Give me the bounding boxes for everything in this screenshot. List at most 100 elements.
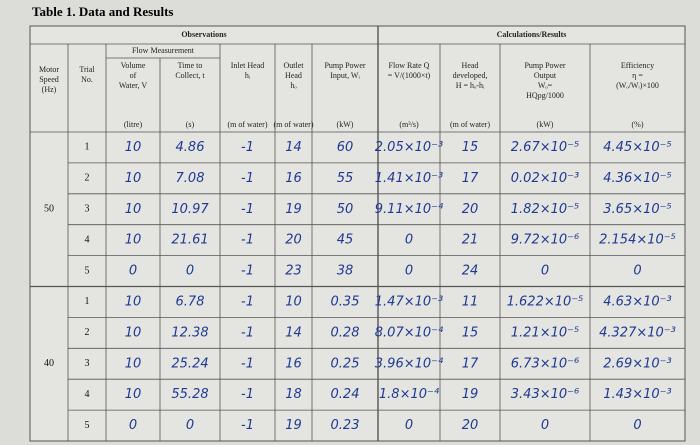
cell-value: 12.38 (171, 325, 208, 340)
column-header: Water, V (119, 81, 147, 90)
cell-value: 10 (125, 140, 142, 155)
cell-value: 2.05×10⁻³ (375, 140, 443, 155)
column-header: (Hz) (42, 85, 57, 94)
column-header: Time to (178, 61, 203, 70)
motor-speed: 50 (44, 204, 54, 215)
cell-value: -1 (241, 387, 254, 402)
column-header: Speed (39, 75, 59, 84)
cell-value: 1.47×10⁻³ (375, 294, 443, 309)
column-header: No. (81, 75, 93, 84)
column-header: of (130, 71, 137, 80)
cell-value: 17 (462, 171, 479, 186)
cell-value: 0 (129, 264, 137, 279)
cell-value: 4.327×10⁻³ (599, 325, 676, 340)
column-header: Inlet Head (231, 61, 265, 70)
cell-value: -1 (241, 325, 254, 340)
trial-number: 2 (85, 327, 90, 338)
cell-value: 4.36×10⁻⁵ (603, 171, 671, 186)
column-header: Efficiency (621, 61, 654, 70)
cell-value: 8.07×10⁻⁴ (375, 325, 444, 340)
cell-value: 20 (285, 233, 302, 248)
cell-value: 24 (462, 264, 479, 279)
cell-value: 3.43×10⁻⁶ (511, 387, 579, 402)
column-unit: (m of water) (228, 120, 268, 129)
cell-value: 0.23 (331, 418, 360, 433)
cell-value: 11 (462, 294, 479, 309)
cell-value: 18 (285, 387, 302, 402)
column-header: (Wₒ/Wᵢ)×100 (616, 81, 659, 90)
cell-value: 10 (125, 325, 142, 340)
cell-value: 9.11×10⁻⁴ (375, 202, 444, 217)
trial-number: 4 (85, 234, 90, 245)
cell-value: 45 (337, 233, 354, 248)
trial-number: 1 (85, 296, 90, 307)
cell-value: 10 (125, 171, 142, 186)
cell-value: 1.41×10⁻³ (375, 171, 443, 186)
cell-value: 2.69×10⁻³ (603, 356, 671, 371)
cell-value: 55 (337, 171, 354, 186)
column-header: Motor (39, 65, 59, 74)
column-header: Pump Power (524, 61, 565, 70)
cell-value: -1 (241, 294, 254, 309)
cell-value: 4.45×10⁻⁵ (603, 140, 671, 155)
cell-value: 0 (541, 418, 549, 433)
cell-value: 1.8×10⁻⁴ (379, 387, 440, 402)
cell-value: 10 (125, 233, 142, 248)
cell-value: 14 (285, 325, 302, 340)
cell-value: 21.61 (171, 233, 208, 248)
column-unit: (s) (186, 120, 195, 129)
column-unit: (litre) (124, 120, 143, 129)
cell-value: 15 (462, 140, 479, 155)
cell-value: 10.97 (171, 202, 209, 217)
cell-value: 50 (337, 202, 354, 217)
cell-value: 0 (129, 418, 137, 433)
motor-speed: 40 (44, 358, 54, 369)
column-header: developed, (453, 71, 488, 80)
cell-value: 38 (337, 264, 354, 279)
column-header: Collect, t (175, 71, 205, 80)
table-title: Table 1. Data and Results (32, 4, 173, 19)
cell-value: 0 (633, 418, 641, 433)
trial-number: 3 (85, 358, 90, 369)
cell-value: 20 (462, 418, 479, 433)
column-header: H = hₒ-hᵢ (456, 81, 485, 90)
trial-number: 5 (85, 420, 90, 431)
cell-value: 1.622×10⁻⁵ (507, 294, 584, 309)
cell-value: 55.28 (171, 387, 208, 402)
cell-value: 3.96×10⁻⁴ (375, 356, 444, 371)
cell-value: 10 (125, 387, 142, 402)
column-header: = V/(1000×t) (388, 71, 431, 80)
cell-value: 1.82×10⁻⁵ (511, 202, 579, 217)
cell-value: -1 (241, 418, 254, 433)
cell-value: 10 (285, 294, 302, 309)
cell-value: 7.08 (176, 171, 205, 186)
trial-number: 1 (85, 142, 90, 153)
group-header: Calculations/Results (497, 30, 567, 39)
cell-value: 6.78 (176, 294, 205, 309)
cell-value: 60 (337, 140, 354, 155)
trial-number: 2 (85, 173, 90, 184)
cell-value: 0.25 (331, 356, 360, 371)
cell-value: 15 (462, 325, 479, 340)
cell-value: 1.21×10⁻⁵ (511, 325, 579, 340)
column-unit: (kW) (537, 120, 554, 129)
column-header: Output (534, 71, 557, 80)
column-header: hₒ (290, 81, 297, 90)
cell-value: 0.28 (331, 325, 360, 340)
cell-value: 0 (405, 233, 413, 248)
cell-value: 0 (633, 264, 641, 279)
cell-value: 0.24 (331, 387, 360, 402)
cell-value: 0.35 (331, 294, 360, 309)
column-header: Volume (121, 61, 146, 70)
column-header: Pump Power (324, 61, 365, 70)
cell-value: 10 (125, 294, 142, 309)
cell-value: 19 (285, 418, 302, 433)
cell-value: 1.43×10⁻³ (603, 387, 671, 402)
column-unit: (%) (632, 120, 644, 129)
cell-value: -1 (241, 356, 254, 371)
cell-value: 20 (462, 202, 479, 217)
cell-value: -1 (241, 202, 254, 217)
column-header: η = (632, 71, 643, 80)
cell-value: 4.63×10⁻³ (603, 294, 671, 309)
